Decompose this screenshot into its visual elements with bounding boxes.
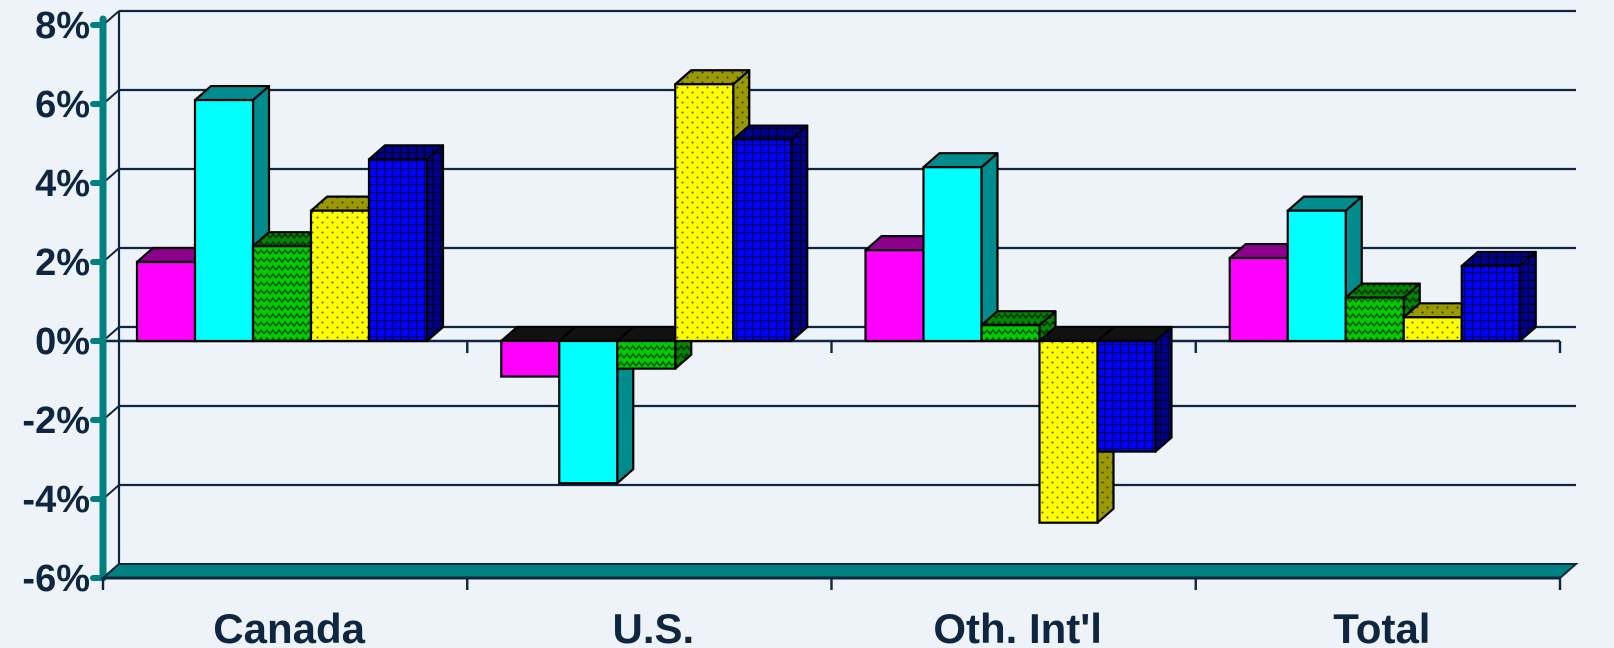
bar [616, 325, 693, 370]
y-tick-label: 2% [35, 242, 90, 284]
bar-front [251, 245, 313, 343]
bar [1460, 250, 1537, 343]
x-tick-label: Total [1333, 605, 1430, 648]
bar-front [616, 339, 677, 370]
bar-front [309, 209, 371, 343]
bar-front [980, 324, 1041, 343]
bar-front [864, 249, 925, 343]
bar [367, 144, 445, 343]
bar-side [790, 124, 809, 343]
bar-front [1460, 264, 1521, 343]
bar-front [1228, 256, 1289, 343]
x-tick-label: Canada [213, 605, 365, 648]
bar-front [193, 98, 255, 343]
bar-front [135, 260, 197, 343]
bar [732, 124, 809, 343]
bar-front [1402, 316, 1463, 343]
x-tick-label: U.S. [613, 605, 695, 648]
bar-front [732, 138, 793, 343]
y-tick-label: 8% [35, 5, 90, 47]
floor-panel [100, 563, 1579, 579]
bar-side [425, 144, 445, 343]
bar-front [558, 339, 619, 485]
y-tick-label: 0% [35, 321, 90, 363]
bars-layer [135, 69, 1537, 524]
bar-front [1096, 339, 1157, 453]
y-tick-label: 6% [35, 84, 90, 126]
y-tick-label: 4% [35, 163, 90, 205]
labels-layer: 8% 6% 4% 2% 0% -2% -4% -6% Canada U.S. Oth. Int'l T… [22, 5, 1430, 648]
bar [1096, 325, 1173, 453]
bar [922, 152, 999, 343]
bar-front [367, 158, 429, 343]
bar-front [1286, 209, 1347, 343]
y-tick-label: -2% [22, 400, 90, 442]
bar-side [1154, 325, 1173, 453]
bar-front [1038, 339, 1099, 524]
bar-front [1344, 296, 1405, 343]
bar-front [922, 166, 983, 343]
bar-front [674, 83, 735, 343]
x-tick-label: Oth. Int'l [933, 605, 1102, 648]
y-tick-label: -6% [22, 558, 90, 600]
bar [1402, 302, 1479, 343]
axes-layer [90, 15, 1579, 590]
y-tick-label: -4% [22, 479, 90, 521]
bar-front [500, 339, 561, 378]
